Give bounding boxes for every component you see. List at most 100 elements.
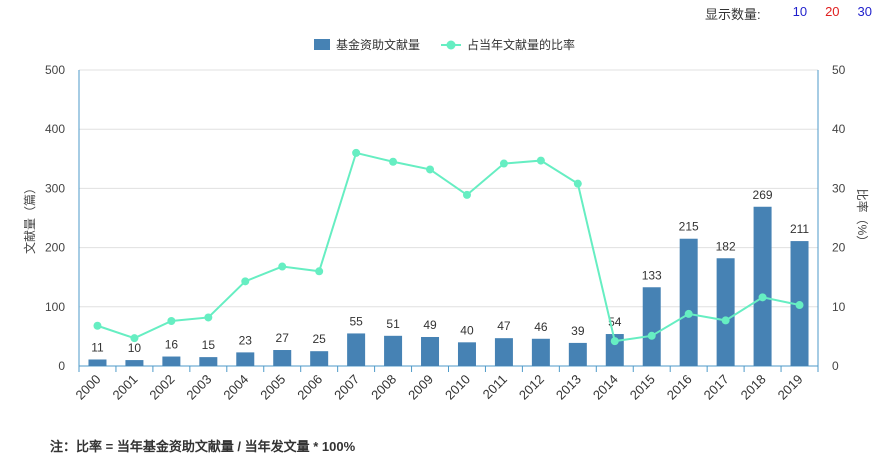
bar-value-label: 25 [312,332,326,346]
bar-value-label: 182 [716,239,736,253]
x-tick-label: 2014 [590,372,621,403]
bar [421,336,440,366]
ratio-point [130,334,139,343]
display-count-option-10[interactable]: 10 [792,4,808,19]
ratio-point [426,165,435,174]
legend-line-label: 占当年文献量的比率 [467,37,575,52]
bar [753,206,772,366]
y-right-tick-label: 0 [832,359,839,373]
display-count-label: 显示数量: [704,7,761,22]
ratio-point [647,331,656,340]
ratio-point [167,317,176,326]
ratio-point [795,301,804,310]
y-right-axis-title: 比率（%） [855,189,870,248]
ratio-point [93,321,102,330]
x-tick-label: 2005 [257,372,288,403]
bar [310,351,329,366]
y-right-tick-label: 20 [832,241,846,255]
ratio-point [684,309,693,318]
ratio-line [97,151,800,343]
x-tick-label: 2000 [73,372,104,403]
x-tick-label: 2018 [738,372,769,403]
bar-value-label: 39 [571,324,585,338]
bar [88,359,107,366]
y-left-tick-label: 0 [58,359,65,373]
bar [457,342,476,366]
bar-value-label: 27 [276,331,290,345]
bar-value-label: 49 [423,318,437,332]
bar-value-label: 47 [497,319,511,333]
x-tick-label: 2013 [553,372,584,403]
bar [273,350,292,366]
bar [494,338,513,366]
x-tick-label: 2006 [294,372,325,403]
x-tick-label: 2011 [480,372,510,402]
ratio-point [499,159,508,168]
x-tick-label: 2012 [516,372,547,403]
bar-value-label: 211 [790,222,809,236]
bar [162,356,181,366]
y-left-tick-label: 100 [45,300,65,314]
bar-value-label: 46 [534,320,548,334]
bar [679,238,698,366]
display-count-option-20[interactable]: 20 [825,4,840,19]
y-left-axis-title: 文献量（篇） [22,182,37,254]
bar-value-label: 40 [460,323,474,337]
x-tick-label: 2007 [331,372,362,403]
bar-value-label: 10 [128,341,142,355]
x-tick-label: 2016 [664,372,695,403]
y-right-tick-label: 50 [832,63,846,77]
bar [347,333,366,366]
x-tick-label: 2017 [701,372,732,403]
bar [125,360,144,366]
bar [605,334,624,366]
legend-line-marker [446,40,456,50]
x-tick-label: 2001 [109,372,140,403]
x-tick-label: 2004 [220,372,251,403]
display-count-option-30[interactable]: 30 [857,4,872,19]
ratio-point [315,267,324,276]
bar-value-label: 51 [386,317,400,331]
ratio-point [758,293,767,302]
legend-bar-label: 基金资助文献量 [336,37,420,52]
bar-value-label: 55 [349,314,363,328]
bar-value-label: 269 [753,188,773,202]
ratio-point [278,262,287,271]
ratio-point [204,313,213,322]
x-tick-label: 2015 [627,372,658,403]
bar-value-label: 133 [642,268,662,282]
y-left-tick-label: 500 [45,63,65,77]
bar [568,342,587,366]
x-tick-label: 2019 [775,372,806,403]
y-left-tick-label: 400 [45,122,65,136]
legend-bar-swatch [314,39,330,50]
ratio-point [241,277,250,286]
y-left-tick-label: 200 [45,241,65,255]
ratio-point [536,156,545,165]
x-tick-label: 2010 [442,372,473,403]
bar-value-label: 11 [91,340,104,354]
bar [199,357,218,366]
ratio-point [352,148,361,157]
ratio-point [389,157,398,166]
y-right-tick-label: 40 [832,122,846,136]
x-tick-label: 2009 [405,372,436,403]
ratio-point [610,337,619,346]
bar-value-label: 215 [679,220,699,234]
y-right-tick-label: 10 [832,300,846,314]
bar-value-label: 15 [202,338,216,352]
bar [716,258,735,366]
bar-value-label: 23 [239,333,253,347]
footnote: 注：比率 = 当年基金资助文献量 / 当年发文量 * 100% [50,439,356,454]
bar [384,335,403,366]
bar [642,287,661,366]
x-tick-label: 2002 [146,372,177,403]
bar [236,352,255,366]
bar [531,338,550,366]
bar-value-label: 16 [165,338,179,352]
ratio-point [573,179,582,188]
display-count-control: 显示数量: 10 20 30 [705,4,872,23]
y-right-tick-label: 30 [832,181,846,195]
x-tick-label: 2008 [368,372,399,403]
